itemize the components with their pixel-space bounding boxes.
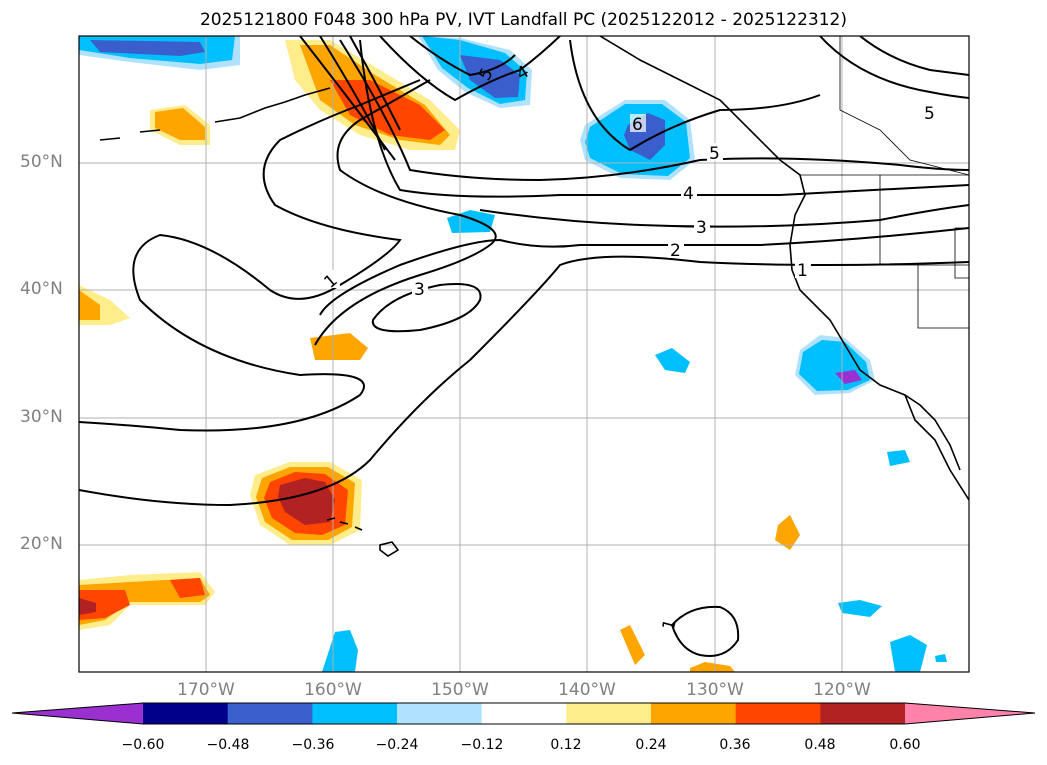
warm-anomaly-west-edge-core <box>79 290 100 320</box>
warm-anomaly-small-5 <box>690 662 735 672</box>
lon-label-170w: 170°W <box>177 680 235 700</box>
lon-label-160w: 160°W <box>304 680 362 700</box>
contour-label: 3 <box>696 218 707 238</box>
warm-anomaly-alaska-peninsula-max <box>330 80 445 140</box>
cool-anomaly-small-2 <box>655 348 690 373</box>
pv-contour-north-3 <box>349 36 401 131</box>
colorbar-tick-label: 0.36 <box>719 737 751 753</box>
colorbar-tick-label: −0.12 <box>460 737 504 753</box>
pv-contour-south-loop <box>670 605 740 657</box>
contour-label: 5 <box>924 104 935 124</box>
lat-label-40n: 40°N <box>20 279 63 299</box>
contour-label: 6 <box>632 115 643 135</box>
colorbar-extend-low <box>12 703 143 724</box>
pv-contour-4 <box>359 39 969 198</box>
colorbar-tick-label: −0.48 <box>206 737 250 753</box>
pv-contours <box>79 36 969 657</box>
pv-contour-5 <box>339 39 969 182</box>
hawaii-islands <box>326 517 400 557</box>
cool-anomaly-shading <box>79 36 947 672</box>
contour-label: 4 <box>683 184 694 204</box>
contour-label: 5 <box>709 144 720 164</box>
lat-label-50n: 50°N <box>20 152 63 172</box>
colorbar-tick-label: −0.60 <box>121 737 165 753</box>
colorbar-swatch <box>820 703 906 724</box>
pv-contour-ne-2 <box>859 36 969 76</box>
warm-anomaly-small-2 <box>310 333 368 360</box>
cool-anomaly-small-5 <box>890 635 927 672</box>
warm-anomaly-southwest-max <box>79 598 96 615</box>
colorbar-tick-label: −0.36 <box>291 737 335 753</box>
pv-contour-north-4 <box>379 36 561 102</box>
map-frame <box>78 35 970 673</box>
contour-label: 2 <box>670 241 681 261</box>
colorbar-outline <box>11 702 1036 725</box>
figure-title: 2025121800 F048 300 hPa PV, IVT Landfall… <box>199 10 847 30</box>
cool-anomaly-north-edge-max <box>90 40 205 56</box>
map-canvas: 1 3 5 4 6 5 4 3 2 1 5 1 <box>78 35 970 673</box>
gulf-of-california-coast <box>904 394 961 471</box>
lon-label-130w: 130°W <box>686 680 744 700</box>
pv-contour-north-1 <box>299 36 396 161</box>
cool-anomaly-small-4 <box>838 600 882 617</box>
pv-contour-6 <box>569 39 821 152</box>
colorbar-swatch <box>735 703 821 724</box>
colorbar-tick-label: 0.48 <box>804 737 836 753</box>
pv-contour-3 <box>314 79 497 346</box>
colorbar <box>11 702 1036 725</box>
colorbar-swatch <box>227 703 313 724</box>
gridlines <box>79 36 969 672</box>
lon-label-140w: 140°W <box>558 680 616 700</box>
pv-contour-1-outer <box>79 79 421 432</box>
warm-anomaly-small-3 <box>775 515 800 550</box>
colorbar-swatches <box>12 703 1035 724</box>
warm-anomaly-small-4 <box>620 625 645 665</box>
cool-anomaly-gulf-max <box>460 55 520 98</box>
lat-label-20n: 20°N <box>20 534 63 554</box>
colorbar-swatch <box>651 703 737 724</box>
colorbar-tick-label: 0.24 <box>635 737 667 753</box>
pv-contour-3-east <box>479 204 969 228</box>
colorbar-tick-label: 0.60 <box>889 737 921 753</box>
contour-label: 1 <box>659 617 681 633</box>
colorbar-swatch <box>397 703 483 724</box>
lat-label-30n: 30°N <box>20 407 63 427</box>
colorbar-swatch <box>566 703 652 724</box>
pv-contour-1-long <box>79 255 969 507</box>
cool-anomaly-small-7 <box>935 654 947 662</box>
pv-contour-ne <box>819 36 969 99</box>
lon-label-150w: 150°W <box>431 680 489 700</box>
contour-label: 3 <box>414 280 425 300</box>
aleutian-islands <box>99 87 331 141</box>
colorbar-extend-high <box>905 703 1035 724</box>
cool-anomaly-small-6 <box>322 630 358 672</box>
cool-anomaly-small-3 <box>887 450 910 466</box>
contour-label: 1 <box>797 261 808 281</box>
pv-contour-2 <box>319 227 969 316</box>
colorbar-tick-label: −0.24 <box>375 737 419 753</box>
pv-contour-north-5 <box>409 36 516 77</box>
warm-anomaly-bering-core <box>155 108 205 140</box>
colorbar-swatch <box>312 703 398 724</box>
lon-label-120w: 120°W <box>813 680 871 700</box>
warm-anomaly-small-1 <box>170 578 205 598</box>
colorbar-swatch <box>481 703 567 724</box>
colorbar-tick-label: 0.12 <box>550 737 582 753</box>
colorbar-swatch <box>143 703 229 724</box>
pv-contour-3-closed <box>371 283 482 333</box>
pv-contour-north-2 <box>319 36 386 151</box>
